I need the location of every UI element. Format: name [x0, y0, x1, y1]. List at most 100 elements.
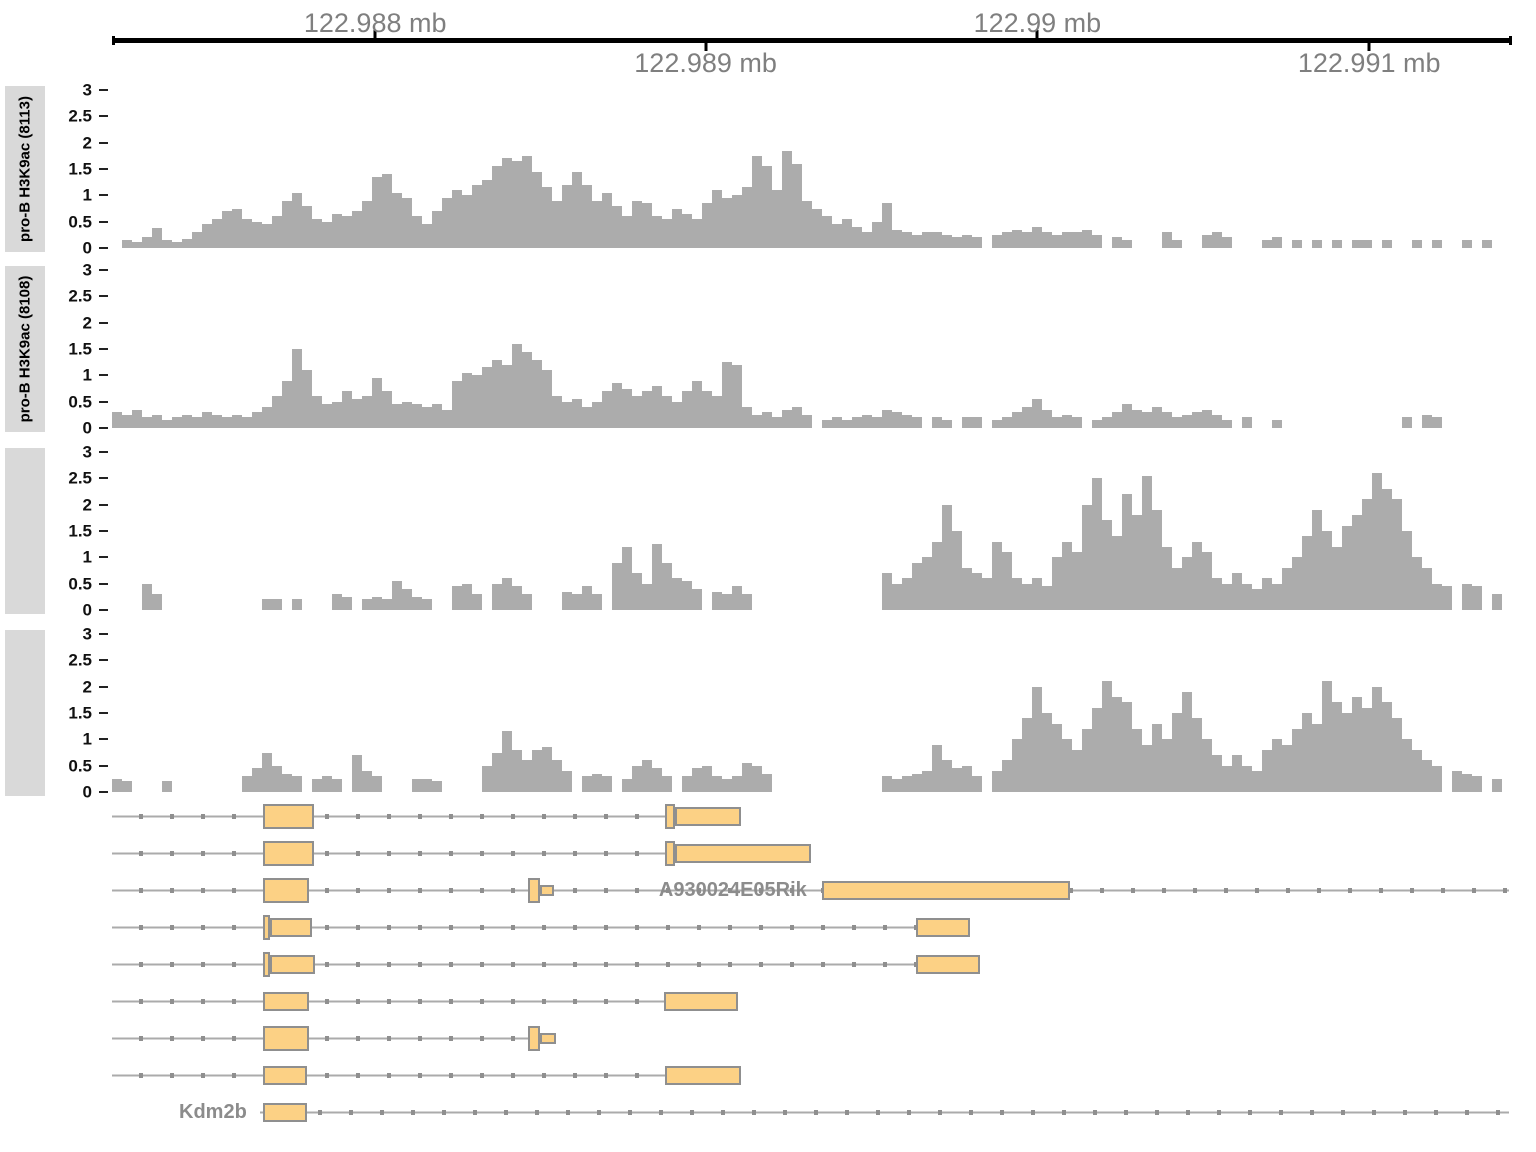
- histogram-bar: [1022, 718, 1032, 792]
- exon-box: [540, 885, 555, 896]
- histogram-bar: [342, 596, 352, 610]
- histogram-bar: [1042, 409, 1052, 428]
- histogram-bar: [1472, 776, 1482, 792]
- histogram-bar: [401, 401, 412, 428]
- histogram-bar: [752, 765, 762, 792]
- histogram-bar: [712, 591, 722, 610]
- histogram-bar: [612, 205, 622, 248]
- histogram-bar: [462, 372, 472, 428]
- histogram-bar: [482, 179, 492, 248]
- histogram-bar: [502, 578, 512, 610]
- histogram-bar: [1102, 681, 1112, 792]
- y-tick-mark: [99, 141, 108, 144]
- histogram-bar: [532, 359, 542, 428]
- histogram-bar: [742, 763, 752, 792]
- y-tick-label: 1: [82, 729, 92, 749]
- histogram-bar: [682, 213, 692, 248]
- y-tick-mark: [99, 503, 108, 506]
- histogram-bar: [982, 578, 992, 610]
- histogram-bar: [1352, 515, 1362, 610]
- histogram-bar: [1182, 557, 1192, 610]
- histogram-bar: [542, 370, 552, 428]
- histogram-bar: [272, 765, 282, 792]
- y-tick-label: 1.5: [68, 339, 92, 359]
- histogram-bar: [1032, 686, 1042, 792]
- histogram-bar: [912, 234, 922, 248]
- histogram-bar: [282, 773, 292, 792]
- histogram-bar: [922, 557, 932, 610]
- y-tick-label: 0.5: [68, 392, 92, 412]
- histogram-bar: [1432, 765, 1442, 792]
- histogram-bar: [652, 544, 662, 610]
- y-tick-label: 1: [82, 547, 92, 567]
- intron-line: [112, 888, 1510, 893]
- histogram-bar: [672, 208, 682, 248]
- axis-label-1: 122.989 mb: [634, 48, 777, 78]
- histogram-bar: [1271, 583, 1282, 610]
- histogram-bar: [1092, 420, 1102, 428]
- histogram-bar: [362, 599, 372, 610]
- histogram-bar: [1172, 713, 1182, 792]
- track-label-panel: pro-B H3K9ac (8108): [5, 266, 45, 432]
- exon-box: [270, 918, 313, 937]
- histogram-bar: [1222, 420, 1232, 428]
- histogram-bar: [732, 586, 742, 610]
- histogram-bar: [222, 417, 232, 428]
- histogram-bar: [1042, 586, 1052, 610]
- histogram-bar: [452, 190, 462, 248]
- y-tick-label: 0.5: [68, 756, 92, 776]
- histogram-bar: [1292, 557, 1302, 610]
- intron-line: [112, 999, 738, 1004]
- axis-tick-mark: [704, 43, 708, 51]
- histogram-bar: [512, 749, 522, 792]
- histogram-bar: [1162, 739, 1172, 792]
- histogram-bar: [272, 396, 282, 428]
- histogram-bar: [992, 770, 1002, 792]
- histogram-bar: [942, 420, 952, 428]
- histogram-bar: [832, 417, 842, 428]
- transcript-row: [112, 909, 1512, 946]
- genome-axis-labels: 122.988 mb 122.989 mb 122.99 mb 122.991 …: [112, 0, 1512, 80]
- y-tick-mark: [99, 582, 108, 585]
- histogram-bar: [1072, 232, 1082, 248]
- y-axis: 0 0.5 1 1.5 2 2.5 3: [0, 444, 110, 619]
- histogram-bar: [932, 417, 942, 428]
- histogram-bar: [1341, 713, 1352, 792]
- histogram-bar: [562, 591, 572, 610]
- histogram-bar: [412, 404, 422, 428]
- histogram-bar: [142, 417, 152, 428]
- y-tick-label: 0.5: [68, 212, 92, 232]
- histogram-bar: [942, 504, 952, 610]
- histogram-bar: [272, 599, 282, 610]
- histogram-bar: [162, 420, 172, 428]
- exon-box: [263, 1026, 310, 1051]
- y-tick-mark: [99, 556, 108, 559]
- histogram-bar: [922, 770, 932, 792]
- histogram-bar: [1222, 765, 1232, 792]
- y-tick-mark: [99, 791, 108, 793]
- histogram-bar: [1112, 697, 1122, 792]
- histogram-bar: [442, 409, 452, 428]
- histogram-bar: [322, 404, 332, 428]
- histogram-bar: [1312, 240, 1322, 248]
- histogram-bar: [892, 412, 902, 428]
- histogram-bar: [662, 562, 672, 610]
- y-tick-label: 2: [82, 313, 92, 333]
- histogram-bar: [1162, 232, 1172, 248]
- histogram-bar: [182, 414, 192, 428]
- histogram-bar: [362, 770, 372, 792]
- histogram-bar: [691, 219, 702, 248]
- y-tick-mark: [99, 348, 108, 350]
- histogram-bar: [442, 197, 452, 248]
- histogram-bar: [582, 586, 592, 610]
- exon-box: [527, 878, 541, 903]
- y-tick-mark: [99, 451, 108, 453]
- histogram-bar: [932, 541, 942, 610]
- histogram-bar: [642, 203, 652, 248]
- histogram-bar: [272, 216, 282, 248]
- histogram-bar: [852, 226, 862, 248]
- histogram-bar: [732, 776, 742, 792]
- histogram-bar: [1352, 240, 1362, 248]
- exon-box: [915, 918, 971, 937]
